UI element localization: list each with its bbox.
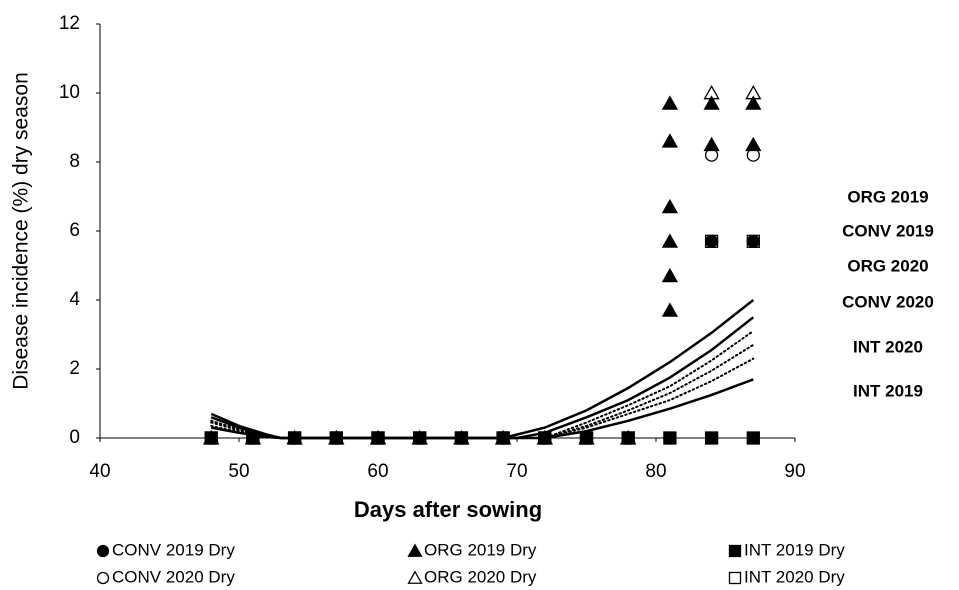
trendline	[210, 378, 754, 440]
x-axis-title: Days after sowing	[354, 497, 542, 522]
y-tick-label: 12	[59, 13, 80, 34]
annotation: ORG 2019	[847, 187, 928, 206]
data-point	[663, 431, 677, 445]
x-tick-label: 50	[228, 461, 249, 482]
legend-label: INT 2019 Dry	[744, 540, 845, 559]
data-point	[704, 431, 719, 445]
annotation: INT 2019	[853, 381, 923, 400]
data-point	[413, 431, 427, 445]
x-tick-label: 40	[89, 461, 110, 482]
data-point	[661, 133, 679, 148]
data-point	[746, 234, 760, 249]
data-point	[371, 431, 385, 445]
y-tick-label: 8	[69, 151, 80, 172]
data-point	[746, 148, 760, 162]
y-tick-label: 4	[69, 289, 80, 310]
trendline	[210, 316, 755, 440]
legend-marker	[728, 571, 742, 585]
data-point	[745, 84, 762, 100]
legend-marker	[407, 543, 423, 557]
legend-marker	[407, 570, 423, 584]
data-point	[703, 136, 720, 152]
y-axis-title: Disease incidence (%) dry season	[10, 72, 33, 389]
annotation: ORG 2020	[847, 256, 928, 275]
y-tick-label: 2	[69, 358, 80, 379]
x-tick-label: 60	[367, 461, 388, 482]
data-point	[661, 95, 679, 110]
y-tick-label: 10	[59, 82, 80, 103]
legend-label: ORG 2019 Dry	[424, 540, 537, 559]
data-point	[204, 431, 218, 445]
data-point	[746, 234, 760, 249]
data-point	[746, 431, 760, 445]
data-point	[703, 95, 720, 110]
annotation: INT 2020	[853, 337, 923, 356]
trendline	[210, 330, 755, 439]
data-point	[579, 431, 594, 445]
data-point	[661, 198, 679, 214]
legend-label: INT 2020 Dry	[744, 567, 845, 586]
data-point	[287, 431, 302, 445]
data-point	[454, 431, 469, 445]
data-point	[745, 136, 762, 152]
legend-marker	[96, 544, 110, 558]
data-point	[538, 431, 552, 445]
data-point	[704, 234, 719, 249]
data-point	[329, 431, 343, 445]
legend-label: CONV 2020 Dry	[112, 567, 235, 586]
data-point	[246, 431, 260, 445]
data-point	[661, 267, 679, 283]
legend-marker	[96, 571, 110, 585]
annotation: CONV 2019	[842, 221, 934, 240]
data-point	[745, 95, 762, 110]
x-tick-label: 90	[784, 461, 805, 482]
data-point	[704, 234, 719, 249]
data-point	[704, 148, 719, 162]
data-point	[661, 233, 679, 248]
x-tick-label: 80	[645, 461, 666, 482]
trendline	[210, 357, 755, 439]
data-point	[496, 431, 510, 445]
legend-marker	[728, 544, 742, 558]
trendline	[210, 343, 755, 439]
legend-label: ORG 2020 Dry	[424, 567, 537, 586]
trendline	[210, 299, 755, 440]
y-tick-label: 0	[69, 427, 80, 448]
annotation: CONV 2020	[842, 292, 934, 311]
data-point	[621, 431, 635, 445]
data-point	[703, 84, 720, 100]
legend-label: CONV 2019 Dry	[112, 540, 235, 559]
y-tick-label: 6	[69, 220, 80, 241]
x-tick-label: 70	[506, 461, 527, 482]
data-point	[661, 302, 679, 317]
